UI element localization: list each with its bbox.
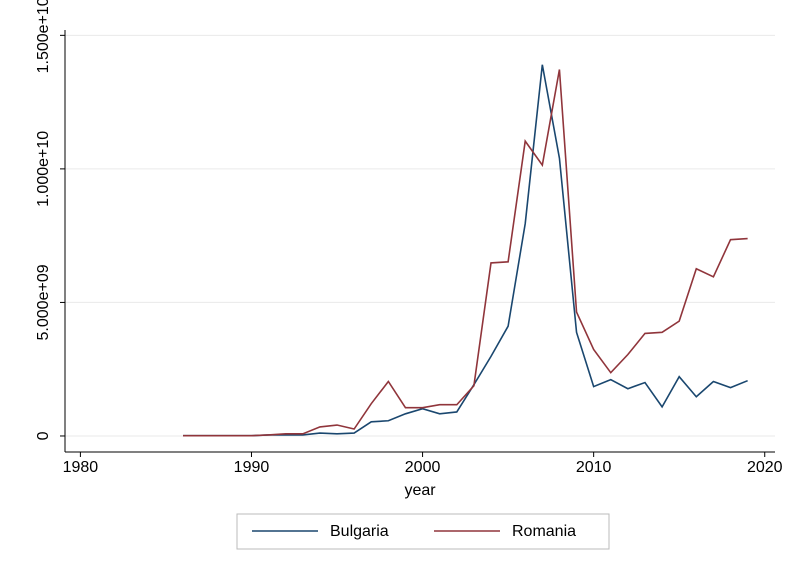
x-tick-label: 2010	[576, 459, 612, 476]
legend-label: Bulgaria	[330, 523, 389, 540]
x-tick-label: 1990	[234, 459, 270, 476]
y-tick-label: 0	[35, 431, 52, 440]
x-tick-label: 1980	[63, 459, 99, 476]
y-tick-label: 1.000e+10	[35, 131, 52, 207]
series-line	[183, 69, 748, 437]
y-tick-label: 5.000e+09	[35, 264, 52, 340]
x-axis-title: year	[404, 482, 436, 499]
y-tick-label: 1.500e+10	[35, 0, 52, 73]
x-tick-label: 2000	[405, 459, 441, 476]
legend-label: Romania	[512, 523, 576, 540]
x-tick-label: 2020	[747, 459, 783, 476]
